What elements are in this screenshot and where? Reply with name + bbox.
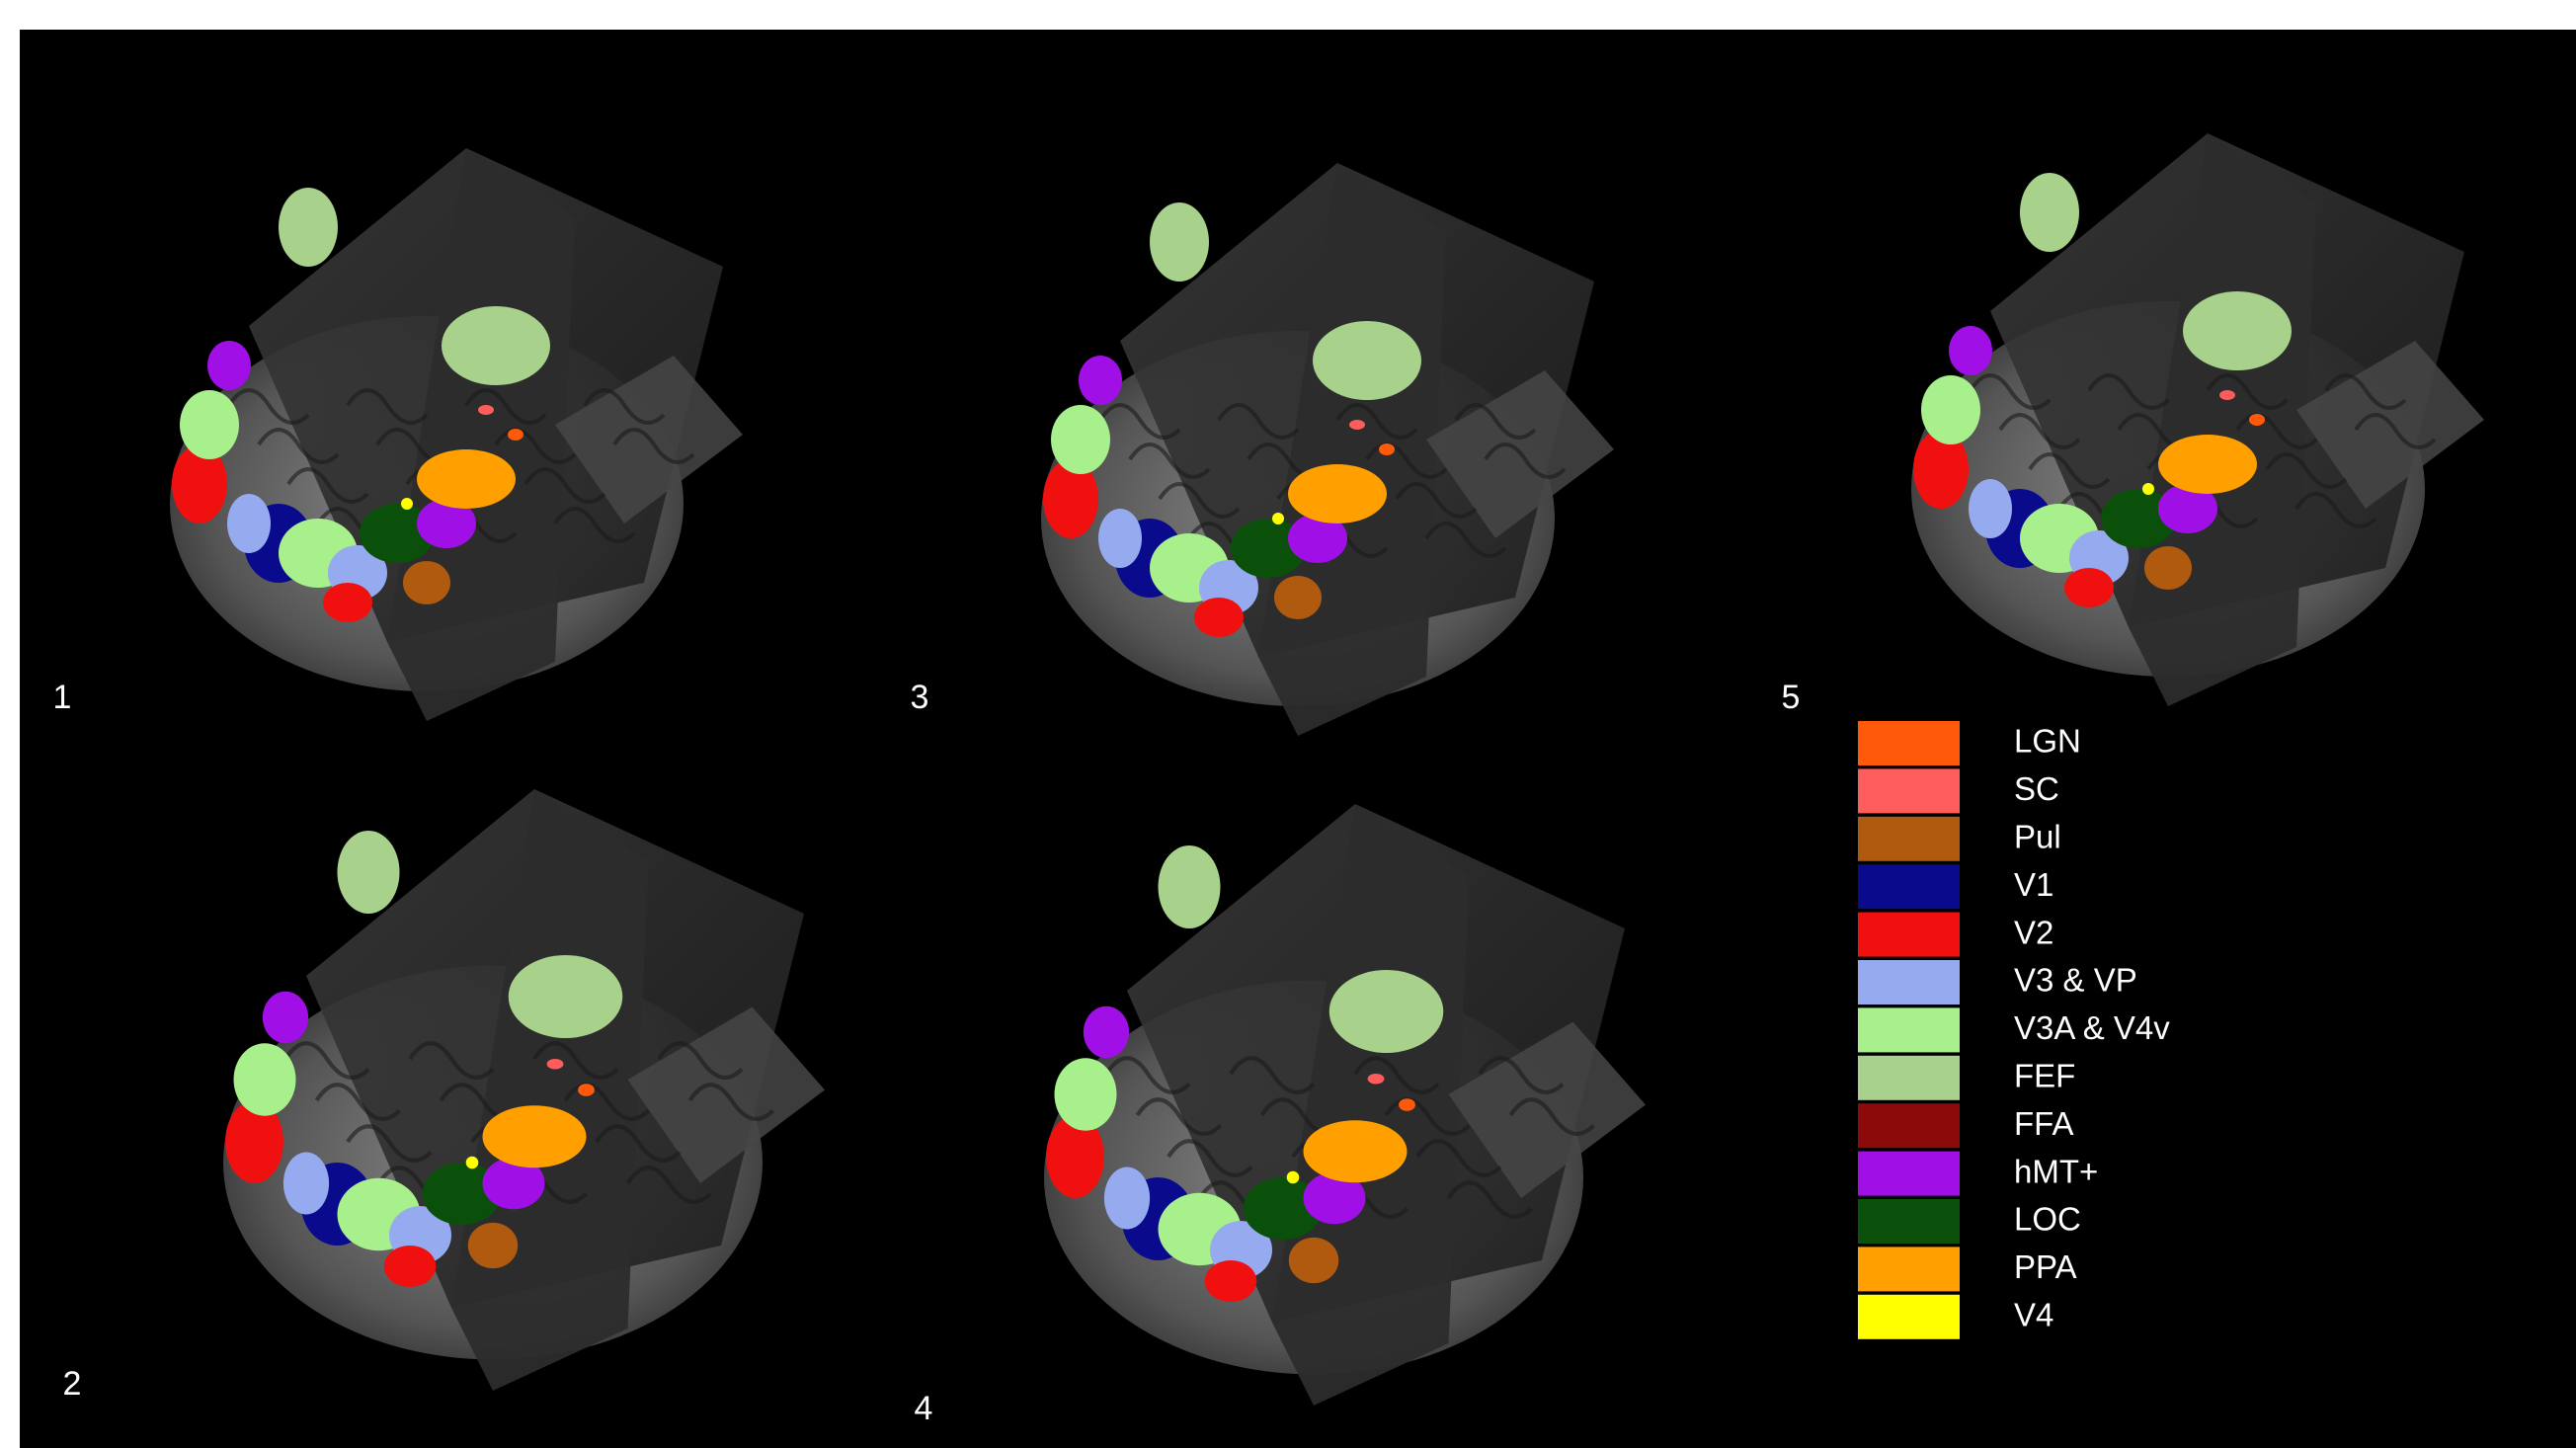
roi-blob	[207, 341, 251, 390]
legend-swatch	[1858, 1295, 1960, 1339]
legend-swatch	[1858, 817, 1960, 861]
roi-blob	[234, 1043, 296, 1116]
roi-blob	[2144, 546, 2192, 590]
roi-blob	[2219, 390, 2235, 400]
legend-label: hMT+	[2014, 1153, 2098, 1189]
panel-label: 1	[53, 679, 72, 716]
legend-swatch	[1858, 864, 1960, 909]
roi-blob	[442, 306, 550, 385]
roi-blob	[323, 583, 372, 622]
roi-blob	[1368, 1074, 1385, 1085]
roi-blob	[578, 1084, 595, 1096]
legend-label: V3 & VP	[2014, 962, 2137, 999]
roi-blob	[417, 449, 516, 509]
legend-label: LOC	[2014, 1201, 2081, 1238]
roi-blob	[384, 1246, 437, 1287]
roi-blob	[1921, 375, 1980, 444]
roi-blob	[1150, 202, 1209, 282]
legend-label: LGN	[2014, 723, 2081, 760]
roi-blob	[466, 1157, 479, 1169]
roi-blob	[283, 1153, 329, 1215]
legend-label: V1	[2014, 866, 2053, 903]
roi-blob	[547, 1059, 564, 1070]
roi-blob	[1329, 970, 1444, 1053]
legend-swatch	[1858, 1056, 1960, 1100]
roi-blob	[468, 1223, 518, 1268]
roi-blob	[1084, 1006, 1129, 1059]
roi-blob	[1104, 1167, 1150, 1230]
roi-blob	[1055, 1058, 1117, 1131]
roi-blob	[180, 390, 239, 459]
roi-blob	[1379, 443, 1395, 455]
roi-blob	[2183, 291, 2292, 370]
roi-blob	[1194, 598, 1244, 637]
legend-label: PPA	[2014, 1248, 2077, 1285]
roi-blob	[509, 955, 623, 1038]
roi-blob	[403, 561, 450, 604]
roi-blob	[2142, 483, 2154, 495]
roi-blob	[1399, 1098, 1415, 1111]
roi-blob	[2020, 173, 2079, 252]
roi-blob	[1274, 576, 1322, 619]
roi-blob	[2158, 435, 2257, 494]
legend-swatch	[1858, 721, 1960, 765]
roi-blob	[279, 188, 338, 267]
roi-blob	[1079, 356, 1122, 405]
roi-blob	[1969, 479, 2012, 538]
legend-swatch	[1858, 1103, 1960, 1148]
legend-swatch	[1858, 1247, 1960, 1291]
roi-blob	[227, 494, 271, 553]
legend-swatch	[1858, 1007, 1960, 1052]
legend-swatch	[1858, 913, 1960, 957]
roi-blob	[2064, 568, 2114, 607]
legend-swatch	[1858, 1199, 1960, 1244]
figure: 1 2 3 4 5 LGN SC Pul V1 V2 V3 & VP V3A & V4v FEF FFA…	[0, 0, 2576, 1448]
roi-blob	[1272, 513, 1284, 524]
roi-blob	[1949, 326, 1992, 375]
legend-label: FEF	[2014, 1058, 2075, 1094]
roi-blob	[401, 498, 413, 510]
roi-blob	[338, 831, 400, 914]
roi-blob	[1205, 1260, 1257, 1302]
roi-blob	[1098, 509, 1142, 568]
panel-label: 5	[1782, 679, 1801, 716]
roi-blob	[1304, 1120, 1408, 1182]
roi-blob	[508, 429, 523, 441]
roi-blob	[1288, 464, 1387, 523]
roi-blob	[478, 405, 494, 415]
roi-blob	[1313, 321, 1421, 400]
page: {"panels":{"labels":["1","2","3","4","5"…	[0, 0, 2576, 1448]
legend-label: SC	[2014, 770, 2059, 807]
roi-blob	[1349, 420, 1365, 430]
roi-blob	[1051, 405, 1110, 474]
roi-blob	[1159, 845, 1221, 928]
panel-label: 2	[63, 1365, 82, 1403]
roi-blob	[263, 992, 308, 1044]
roi-blob	[483, 1105, 587, 1167]
roi-blob	[1289, 1238, 1338, 1283]
legend-swatch	[1858, 1152, 1960, 1196]
legend-label: Pul	[2014, 819, 2061, 855]
legend-label: FFA	[2014, 1105, 2074, 1142]
legend-label: V2	[2014, 914, 2053, 950]
legend-swatch	[1858, 768, 1960, 813]
panel-label: 4	[915, 1390, 933, 1427]
panel-label: 3	[911, 679, 929, 716]
legend-label: V3A & V4v	[2014, 1009, 2170, 1046]
roi-blob	[2249, 414, 2265, 426]
roi-blob	[1287, 1171, 1300, 1184]
legend-swatch	[1858, 960, 1960, 1005]
legend-label: V4	[2014, 1297, 2053, 1333]
